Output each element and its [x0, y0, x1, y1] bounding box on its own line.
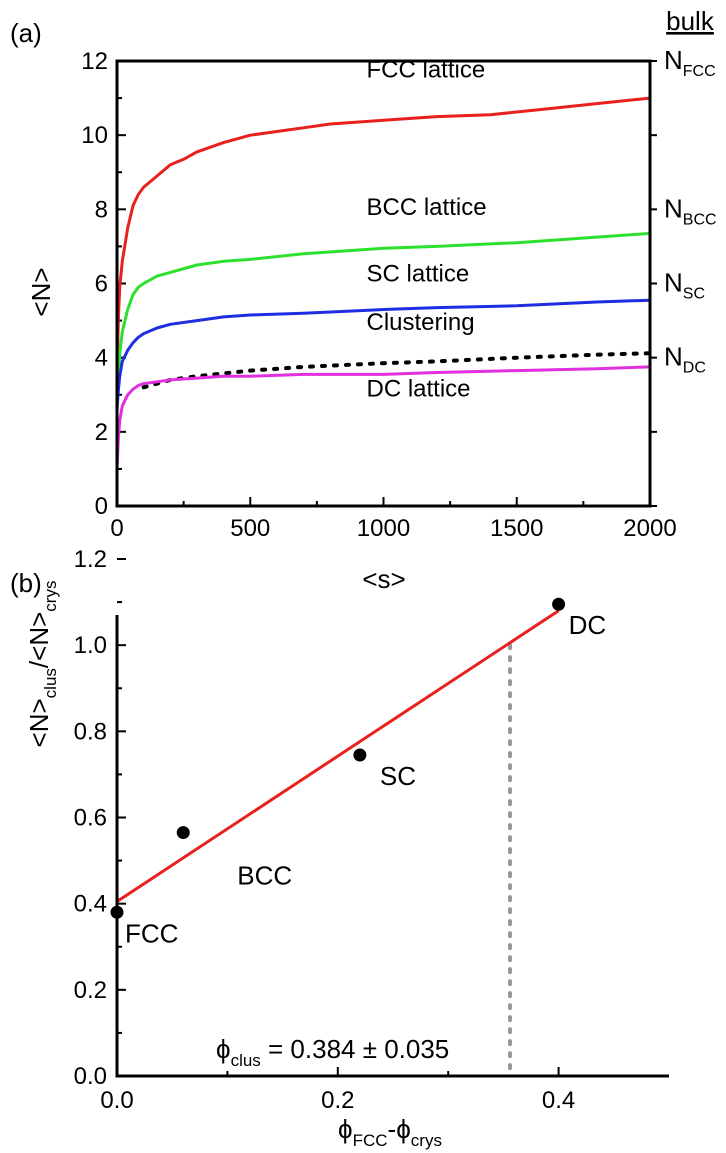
y-tick-label: 6	[95, 271, 108, 298]
panel-b-marks: FCC BCC SC DC	[110, 597, 607, 1078]
series-line-fcc-lattice	[115, 96, 651, 377]
right-axis-title: bulk	[666, 6, 715, 36]
x-tick-label: 0.4	[542, 1087, 575, 1114]
panel-b-xlabel: ϕFCC-ϕcrys	[338, 1114, 442, 1150]
y-tick-label: 10	[81, 122, 108, 149]
fit-line	[116, 609, 560, 903]
y-tick-label: 0.2	[74, 977, 107, 1004]
curve-label: BCC lattice	[367, 194, 487, 221]
point-label: BCC	[237, 861, 292, 891]
data-point	[552, 597, 566, 611]
y-tick-label: 1.2	[74, 546, 107, 573]
y-tick-label: 0.0	[74, 1063, 107, 1090]
series-line-sc-lattice	[115, 298, 651, 410]
panel-a-label: (a)	[10, 18, 42, 48]
panel-a-ylabel: <N>	[26, 267, 56, 316]
curve-label: DC lattice	[367, 376, 471, 403]
bulk-label: NSC	[664, 268, 705, 303]
y-tick-label: 4	[95, 345, 108, 372]
x-tick-label: 0.0	[100, 1087, 133, 1114]
point-label: SC	[380, 761, 416, 791]
y-tick-label: 0	[95, 493, 108, 520]
panel-b-ticks: 0.0 0.2 0.4 0.0 0.2 0.4 0.6 0.8 1.0 1.2	[74, 546, 576, 1114]
curve-label: Clustering	[367, 309, 475, 336]
curve-label: SC lattice	[367, 261, 470, 288]
x-tick-label: 0	[110, 515, 123, 542]
panel-a-xlabel: <s>	[362, 564, 405, 594]
panel-b-label: (b)	[10, 568, 42, 598]
panel-a-series	[115, 96, 652, 469]
bulk-label: NFCC	[664, 45, 716, 80]
data-point	[353, 748, 367, 762]
series-line-bcc-lattice	[115, 231, 651, 395]
panel-b-ylabel: <N>clus/<N>crys	[24, 581, 60, 748]
bulk-label: NDC	[664, 342, 706, 377]
x-tick-label: 2000	[623, 515, 676, 542]
data-point	[176, 826, 190, 840]
y-tick-label: 2	[95, 419, 108, 446]
y-tick-label: 12	[81, 48, 108, 75]
phi-clus-annotation: ϕclus = 0.384 ± 0.035	[216, 1034, 449, 1070]
panel-b: (b) <N>clus/<N>crys ϕFCC-ϕcrys ϕclus = 0…	[10, 546, 669, 1150]
bulk-label: NBCC	[664, 193, 717, 228]
series-line-dc-lattice	[115, 365, 651, 469]
panel-a-frame	[115, 59, 652, 508]
x-tick-label: 500	[230, 515, 270, 542]
x-tick-label: 1500	[490, 515, 543, 542]
panel-a: (a) bulk <N> <s> 0 500 1000 1500 2000 0 2 4 6 8 10…	[10, 6, 717, 594]
panel-a-right-labels: NFCC NBCC NSC NDC	[664, 45, 717, 377]
point-label: FCC	[125, 918, 178, 948]
y-tick-label: 0.6	[74, 805, 107, 832]
panel-b-axes	[115, 615, 669, 1078]
x-tick-label: 0.2	[321, 1087, 354, 1114]
point-label: DC	[569, 610, 607, 640]
y-tick-label: 0.4	[74, 891, 107, 918]
y-tick-label: 8	[95, 196, 108, 223]
y-tick-label: 1.0	[74, 632, 107, 659]
y-tick-label: 0.8	[74, 718, 107, 745]
x-tick-label: 1000	[357, 515, 410, 542]
